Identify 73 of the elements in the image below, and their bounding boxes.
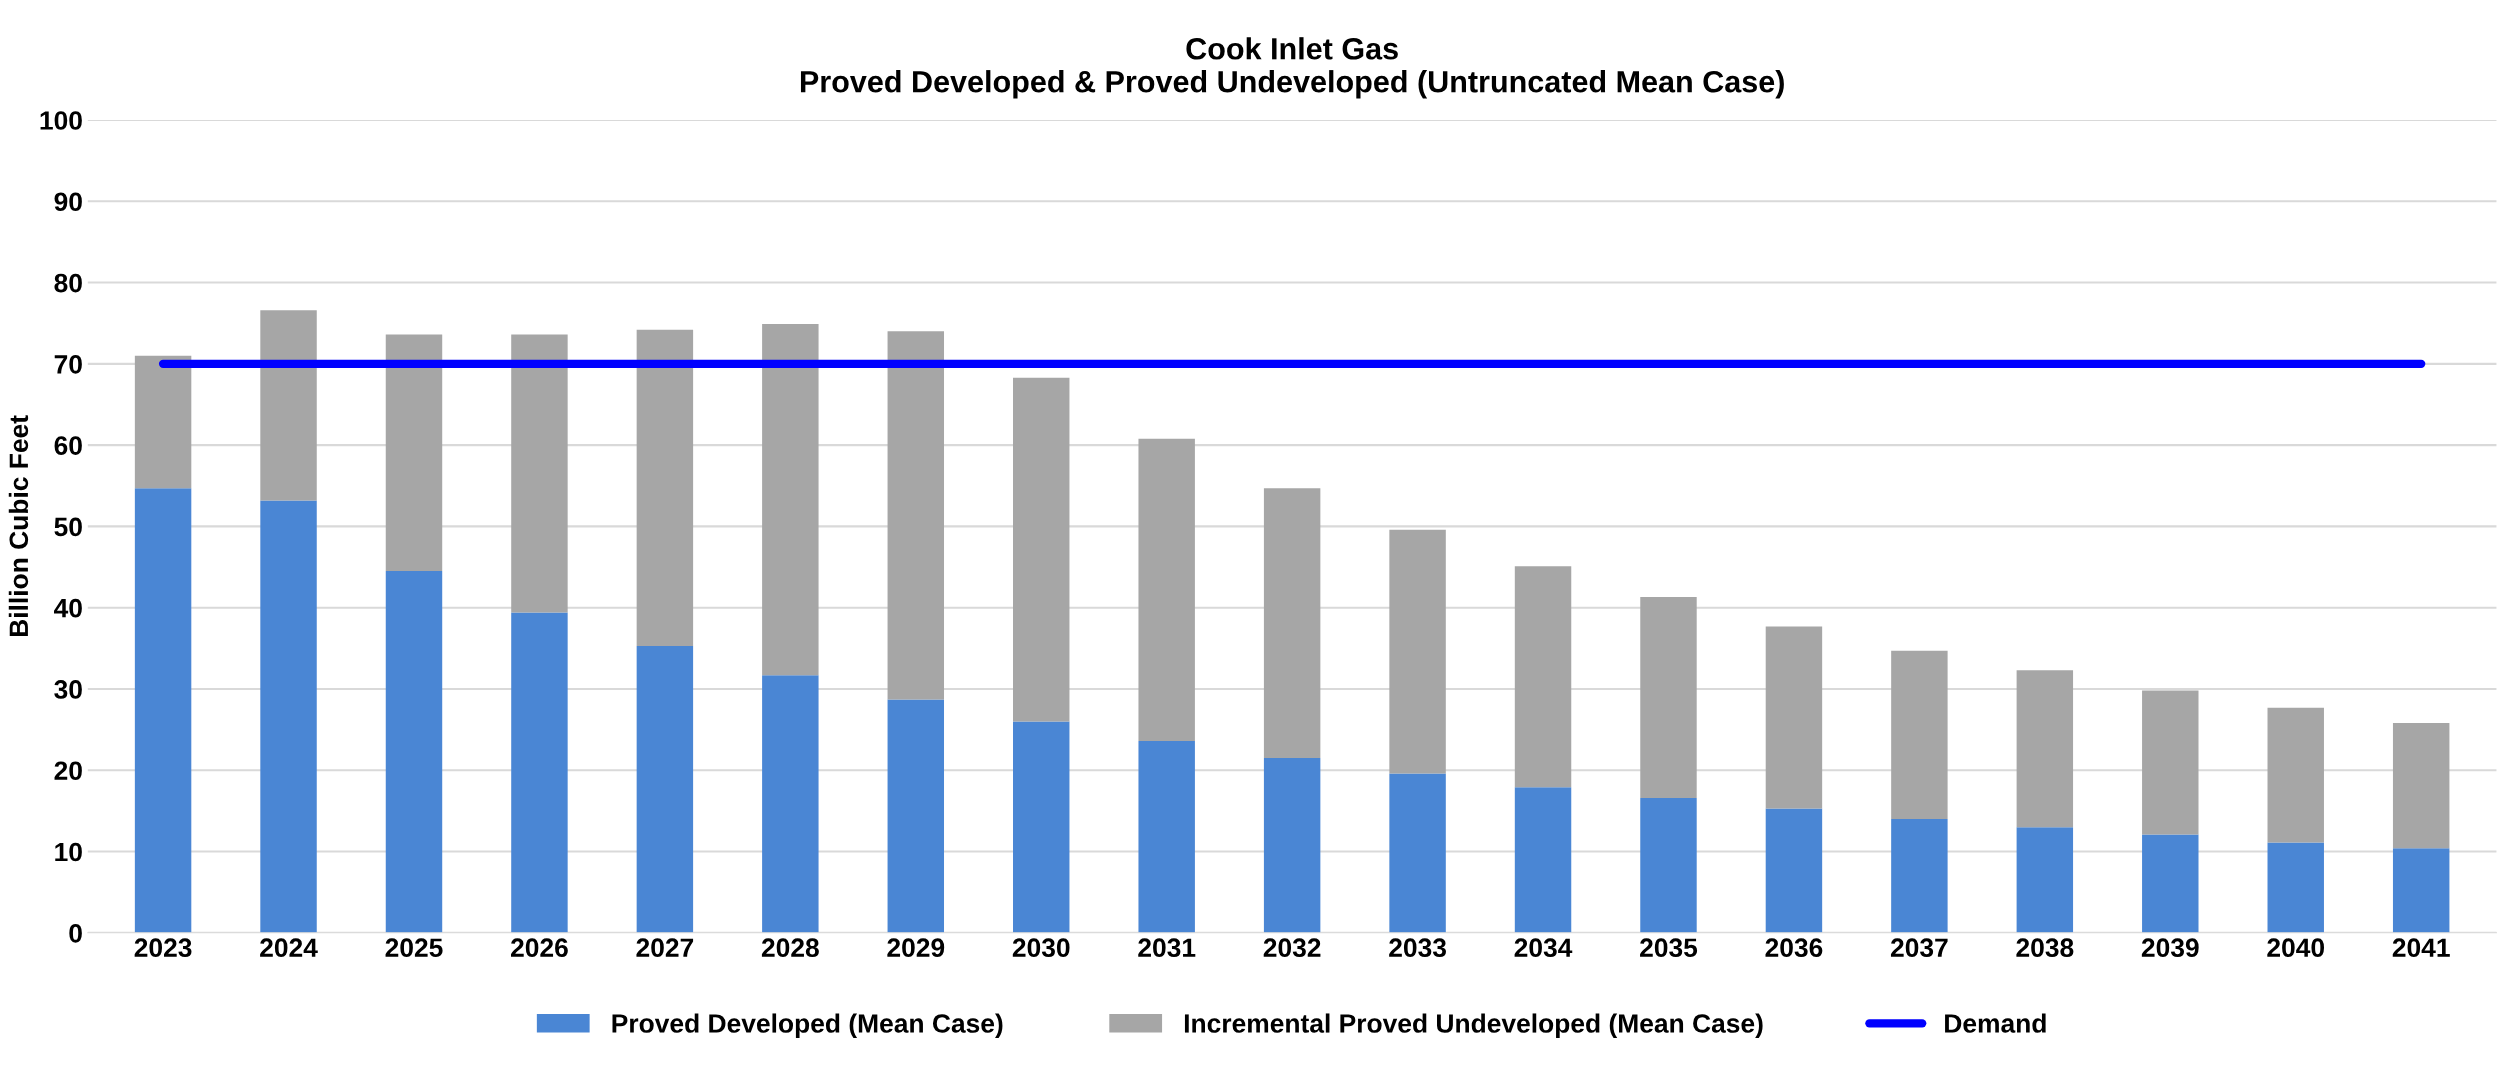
bar bbox=[2142, 834, 2199, 933]
bar bbox=[1138, 740, 1195, 933]
bar bbox=[1514, 566, 1572, 788]
x-tick-label: 2036 bbox=[1765, 938, 1823, 958]
bar bbox=[1640, 597, 1697, 798]
y-tick-label: 90 bbox=[54, 192, 82, 212]
x-tick-label: 2032 bbox=[1263, 938, 1321, 958]
x-tick-label: 2038 bbox=[2016, 938, 2074, 958]
bar bbox=[636, 329, 694, 646]
x-tick-label: 2024 bbox=[260, 938, 318, 958]
bar bbox=[1891, 650, 1948, 820]
bar bbox=[260, 500, 317, 933]
bar bbox=[1891, 819, 1948, 933]
legend-label: Demand bbox=[1945, 1013, 2046, 1033]
y-tick-label: 30 bbox=[54, 680, 82, 699]
bar bbox=[762, 324, 819, 676]
y-tick-label: 50 bbox=[54, 517, 82, 537]
x-tick-label: 2028 bbox=[761, 938, 819, 958]
bar bbox=[511, 612, 568, 933]
bar bbox=[1138, 438, 1195, 741]
y-tick-label: 60 bbox=[54, 436, 82, 455]
x-tick-label: 2026 bbox=[511, 938, 568, 958]
bar bbox=[511, 334, 568, 613]
bar bbox=[636, 645, 694, 933]
y-tick-label: 10 bbox=[55, 842, 82, 862]
x-tick-label: 2039 bbox=[2141, 938, 2199, 958]
bar bbox=[1263, 758, 1321, 933]
bar bbox=[2267, 707, 2324, 843]
x-tick-label: 2033 bbox=[1389, 938, 1446, 958]
bar bbox=[134, 488, 192, 933]
y-tick-label: 20 bbox=[54, 761, 82, 781]
y-tick-label: 70 bbox=[54, 354, 82, 374]
bar bbox=[385, 571, 443, 933]
y-tick-label: 40 bbox=[54, 598, 82, 618]
bar bbox=[1514, 787, 1572, 933]
x-tick-label: 2030 bbox=[1012, 938, 1070, 958]
x-tick-label: 2025 bbox=[385, 938, 443, 958]
bar bbox=[1765, 626, 1823, 809]
legend-label: Proved Developed (Mean Case) bbox=[612, 1013, 1003, 1039]
x-tick-label: 2031 bbox=[1138, 938, 1196, 958]
bar bbox=[2392, 848, 2450, 933]
bar bbox=[385, 334, 443, 572]
bar bbox=[1389, 529, 1446, 774]
bar bbox=[1263, 488, 1321, 759]
bar bbox=[762, 675, 819, 933]
bar bbox=[2267, 842, 2324, 933]
x-tick-label: 2027 bbox=[636, 938, 694, 958]
bar bbox=[1389, 773, 1446, 933]
y-axis-title: Billion Cubic Feet bbox=[8, 415, 29, 637]
chart-title: Cook Inlet Gas Proved Developed & Proved Undeveloped (Untruncated Mean Case) bbox=[800, 37, 1784, 99]
bar bbox=[260, 310, 317, 501]
x-tick-label: 2041 bbox=[2392, 938, 2450, 958]
bar bbox=[1013, 377, 1070, 722]
bar bbox=[887, 331, 945, 700]
bar bbox=[2016, 827, 2074, 933]
bar bbox=[2016, 670, 2074, 828]
bar bbox=[2142, 690, 2199, 835]
x-tick-label: 2034 bbox=[1514, 938, 1573, 958]
y-tick-label: 100 bbox=[40, 111, 82, 130]
bar bbox=[1765, 808, 1823, 933]
bar bbox=[1013, 721, 1070, 933]
bar bbox=[2392, 723, 2450, 849]
y-tick-label: 80 bbox=[54, 273, 82, 293]
x-tick-label: 2029 bbox=[887, 938, 945, 958]
x-tick-label: 2040 bbox=[2267, 938, 2325, 958]
bar bbox=[887, 699, 945, 933]
bar bbox=[134, 355, 192, 489]
x-tick-label: 2037 bbox=[1890, 938, 1948, 958]
bar bbox=[1640, 797, 1697, 933]
y-tick-label: 0 bbox=[69, 923, 82, 943]
legend-label: Incremental Proved Undeveloped (Mean Case) bbox=[1184, 1013, 1763, 1039]
x-tick-label: 2023 bbox=[134, 938, 192, 958]
x-tick-label: 2035 bbox=[1640, 938, 1698, 958]
